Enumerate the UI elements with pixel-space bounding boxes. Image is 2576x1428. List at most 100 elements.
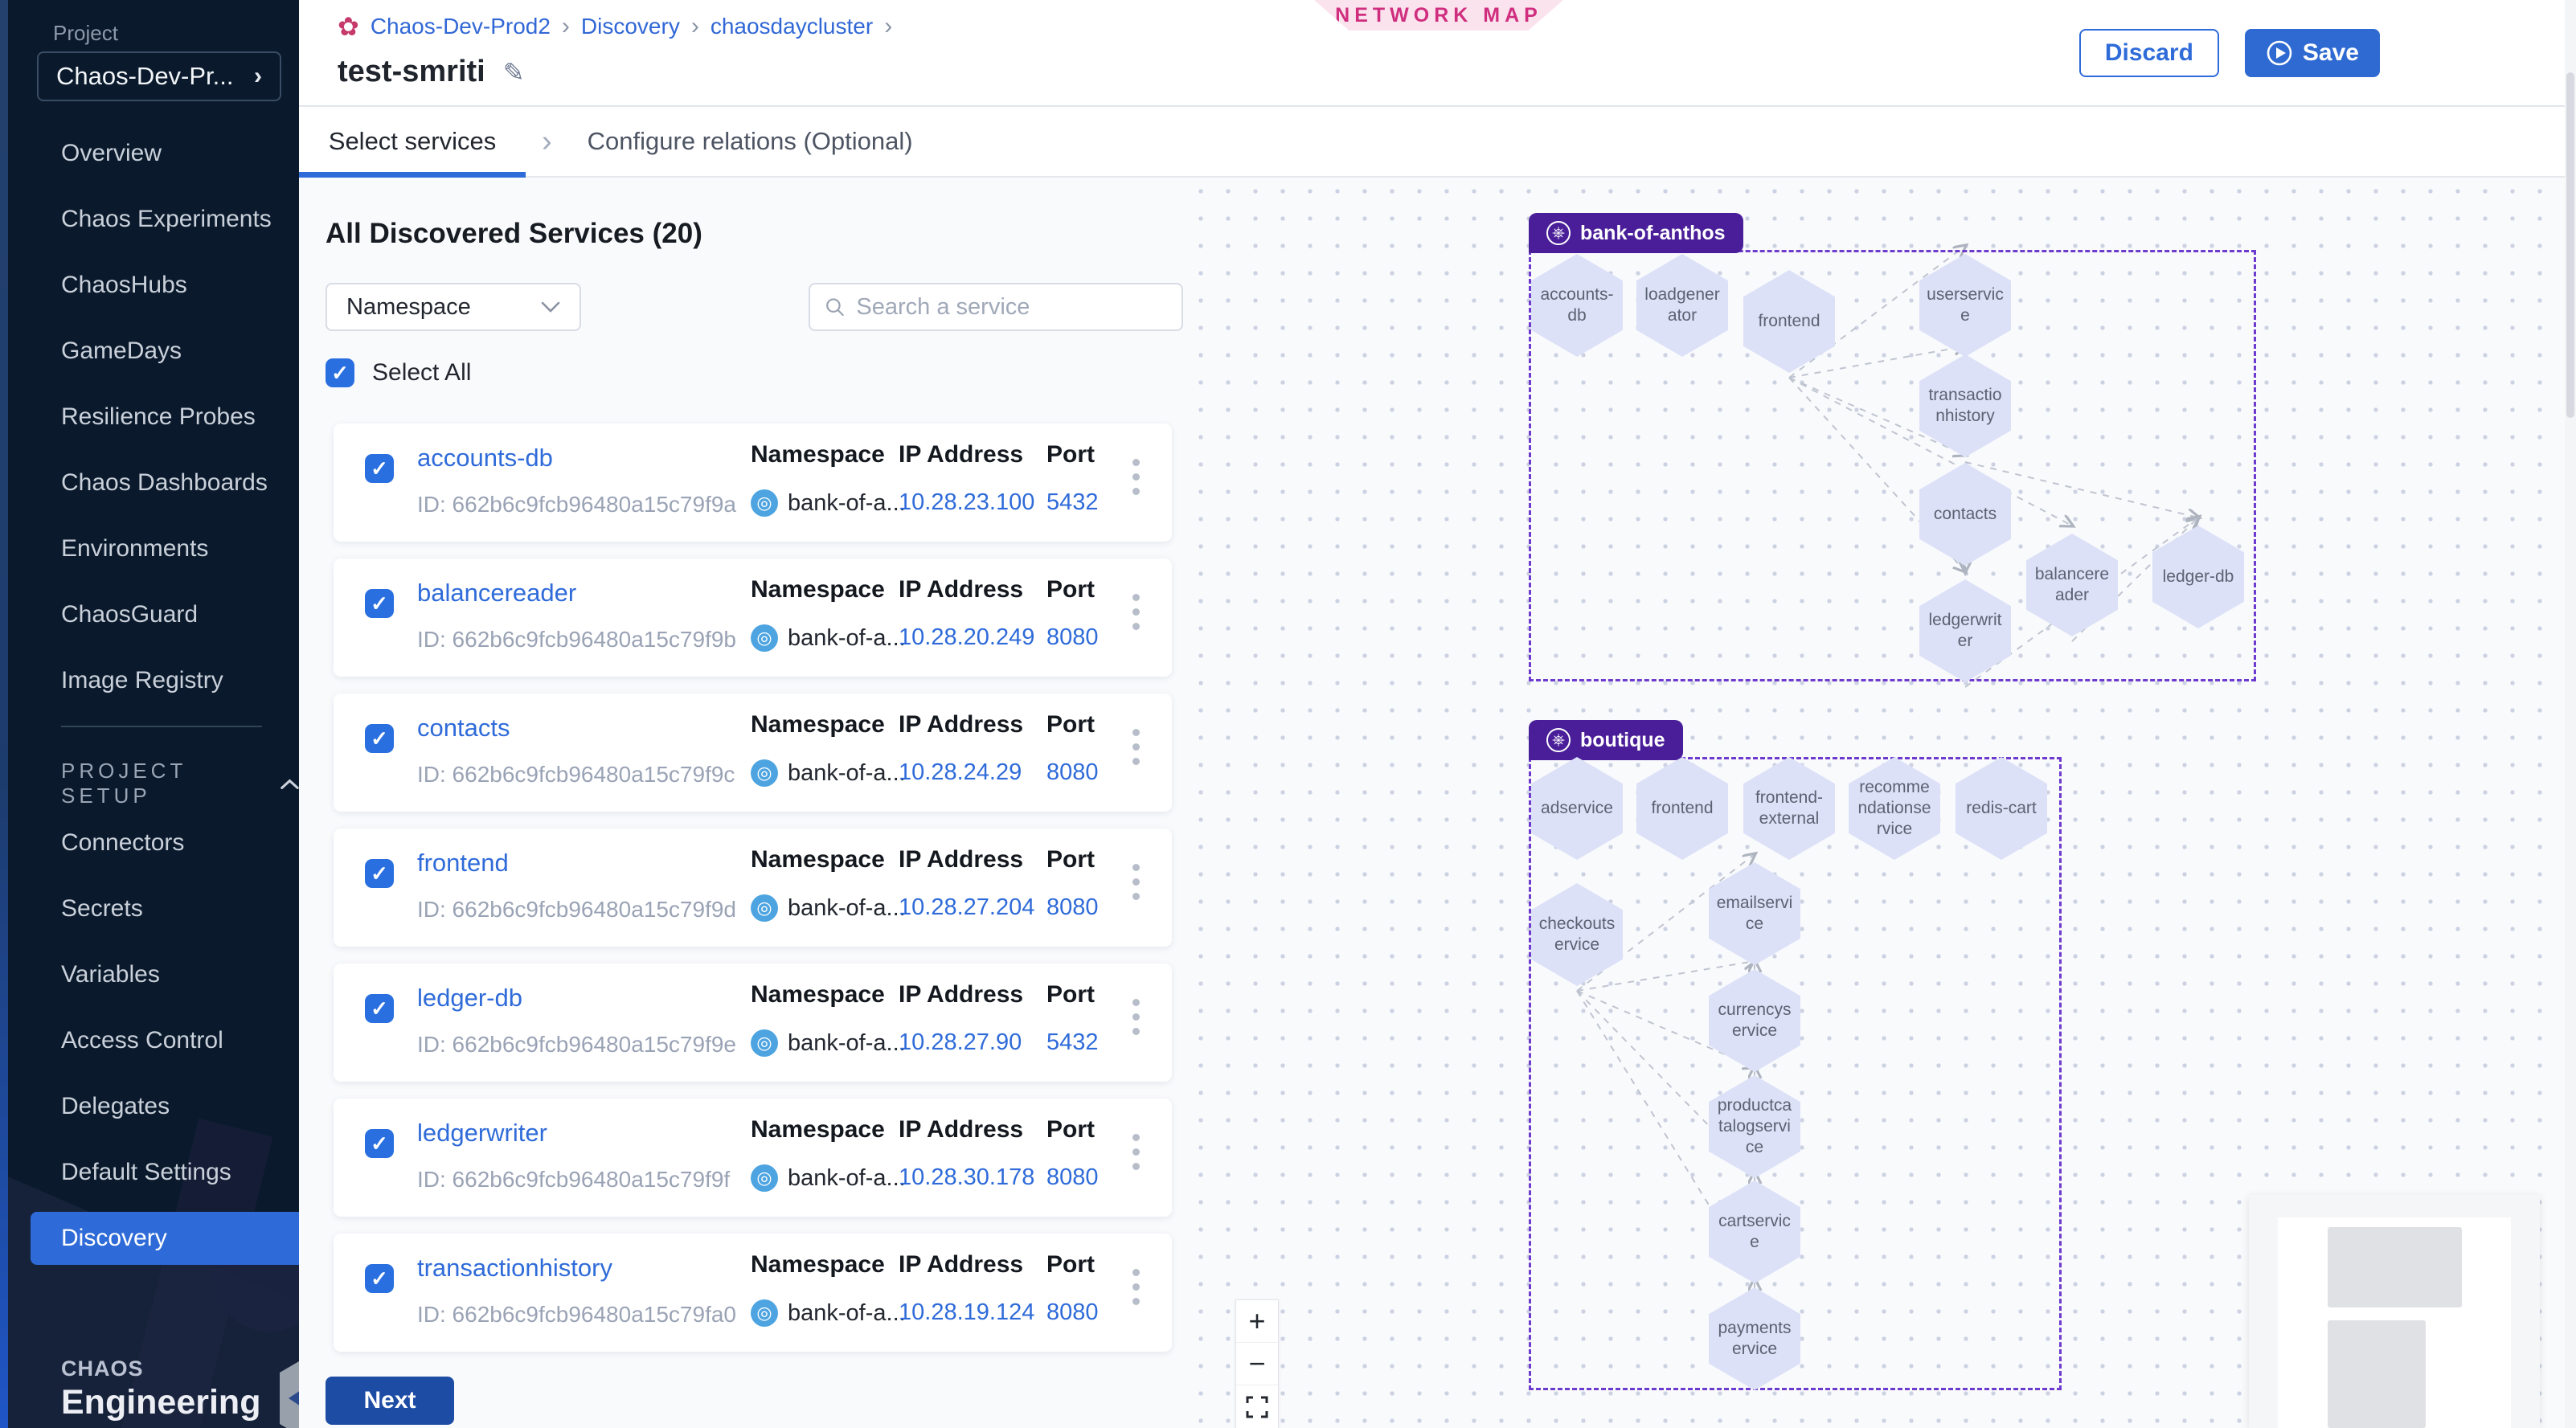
service-checkbox[interactable]: ✓ — [365, 994, 394, 1023]
sidebar-item-image-registry[interactable]: Image Registry — [8, 648, 299, 714]
search-icon — [826, 298, 844, 317]
service-name-link[interactable]: transactionhistory — [417, 1254, 612, 1282]
breadcrumb-link[interactable]: chaosdaycluster — [710, 14, 874, 39]
service-node-label: ledgerwriter — [1928, 610, 2002, 650]
port-value[interactable]: 8080 — [1046, 1164, 1099, 1190]
port-column-header: Port — [1046, 576, 1095, 603]
kebab-menu-icon[interactable] — [1128, 859, 1145, 905]
port-value[interactable]: 8080 — [1046, 1299, 1099, 1325]
service-name-link[interactable]: ledgerwriter — [417, 1119, 547, 1147]
sidebar-item-discovery[interactable]: Discovery — [31, 1212, 299, 1265]
port-value[interactable]: 8080 — [1046, 894, 1099, 920]
ip-address-value[interactable]: 10.28.19.124 — [899, 1299, 1035, 1325]
service-checkbox[interactable]: ✓ — [365, 724, 394, 753]
zoom-in-button[interactable]: + — [1236, 1300, 1278, 1343]
namespace-column-header: Namespace — [751, 981, 885, 1008]
service-node-label: currencyservice — [1718, 1000, 1792, 1040]
scrollbar-handle[interactable] — [2566, 72, 2574, 418]
sidebar-item-environments[interactable]: Environments — [8, 516, 299, 582]
service-id: ID: 662b6c9fcb96480a15c79f9a — [417, 492, 736, 517]
minimap[interactable] — [2249, 1195, 2540, 1428]
breadcrumb-link[interactable]: Discovery — [580, 14, 680, 39]
service-checkbox[interactable]: ✓ — [365, 589, 394, 618]
kebab-menu-icon[interactable] — [1128, 994, 1145, 1040]
service-name-link[interactable]: contacts — [417, 714, 510, 742]
sidebar-item-label: ChaosHubs — [61, 272, 187, 298]
ip-address-value[interactable]: 10.28.24.29 — [899, 759, 1022, 785]
kebab-menu-icon[interactable] — [1128, 1129, 1145, 1175]
checkmark-icon: ✓ — [371, 456, 388, 481]
service-checkbox[interactable]: ✓ — [365, 1129, 394, 1158]
sidebar-item-gamedays[interactable]: GameDays — [8, 318, 299, 384]
kebab-menu-icon[interactable] — [1128, 1264, 1145, 1310]
kebab-menu-icon[interactable] — [1128, 589, 1145, 635]
search-input[interactable] — [856, 293, 1167, 321]
page-scrollbar[interactable] — [2565, 0, 2576, 1428]
ip-column-header: IP Address — [899, 981, 1024, 1008]
namespace-column-header: Namespace — [751, 846, 885, 873]
sidebar-item-chaos-dashboards[interactable]: Chaos Dashboards — [8, 450, 299, 516]
ip-address-value[interactable]: 10.28.30.178 — [899, 1164, 1035, 1190]
service-card: ✓ ledgerwriter ID: 662b6c9fcb96480a15c79… — [334, 1099, 1172, 1217]
service-checkbox[interactable]: ✓ — [365, 859, 394, 888]
select-all-checkbox[interactable]: ✓ — [326, 358, 354, 387]
service-checkbox[interactable]: ✓ — [365, 1264, 394, 1293]
sidebar-item-overview[interactable]: Overview — [8, 121, 299, 186]
cluster-badge[interactable]: ⎈ boutique — [1529, 720, 1683, 760]
service-name-link[interactable]: balancereader — [417, 579, 577, 607]
sidebar-setup-nav: Connectors Secrets Variables Access Cont… — [8, 810, 299, 1271]
save-button[interactable]: Save — [2244, 29, 2380, 77]
sidebar-item-chaos-experiments[interactable]: Chaos Experiments — [8, 186, 299, 252]
breadcrumb-link[interactable]: Chaos-Dev-Prod2 — [370, 14, 551, 39]
namespace-value: ◎ bank-of-a... — [751, 759, 906, 787]
tab-configure-relations[interactable]: Configure relations (Optional) — [579, 107, 921, 176]
namespace-column-header: Namespace — [751, 711, 885, 738]
fit-view-button[interactable] — [1236, 1385, 1278, 1428]
port-value[interactable]: 5432 — [1046, 489, 1099, 515]
kebab-menu-icon[interactable] — [1128, 724, 1145, 770]
service-node-label: ledger-db — [2162, 567, 2234, 586]
ip-address-value[interactable]: 10.28.23.100 — [899, 489, 1035, 515]
brand-module-label: CHAOS — [61, 1356, 144, 1381]
edit-pencil-icon[interactable]: ✎ — [502, 57, 525, 87]
sidebar-item-chaoshubs[interactable]: ChaosHubs — [8, 252, 299, 318]
sidebar-item-default-settings[interactable]: Default Settings — [8, 1140, 299, 1205]
namespace-filter-dropdown[interactable]: Namespace — [326, 283, 581, 331]
ip-address-value[interactable]: 10.28.20.249 — [899, 624, 1035, 650]
project-setup-label: PROJECT SETUP — [61, 759, 186, 808]
discard-button[interactable]: Discard — [2078, 29, 2219, 77]
ip-address-value[interactable]: 10.28.27.90 — [899, 1029, 1022, 1055]
port-value[interactable]: 8080 — [1046, 624, 1099, 650]
service-name-link[interactable]: ledger-db — [417, 984, 522, 1012]
kubernetes-icon: ⎈ — [1546, 728, 1571, 752]
project-setup-header[interactable]: PROJECT SETUP — [61, 759, 299, 808]
port-value[interactable]: 5432 — [1046, 1029, 1099, 1055]
sidebar-item-access-control[interactable]: Access Control — [8, 1008, 299, 1074]
next-button[interactable]: Next — [326, 1377, 454, 1425]
tab-select-services[interactable]: Select services — [299, 107, 526, 178]
cluster-badge[interactable]: ⎈ bank-of-anthos — [1529, 213, 1743, 253]
sidebar-item-secrets[interactable]: Secrets — [8, 876, 299, 942]
project-label: Project — [53, 21, 118, 45]
map-zoom-controls: + − — [1235, 1299, 1279, 1428]
namespace-icon: ◎ — [751, 489, 778, 517]
sidebar-item-chaosguard[interactable]: ChaosGuard — [8, 582, 299, 648]
sidebar-item-delegates[interactable]: Delegates — [8, 1074, 299, 1140]
project-selector-value: Chaos-Dev-Pr... — [56, 62, 234, 90]
sidebar-item-connectors[interactable]: Connectors — [8, 810, 299, 876]
sidebar-item-label: ChaosGuard — [61, 601, 199, 628]
service-checkbox[interactable]: ✓ — [365, 454, 394, 483]
service-name-link[interactable]: frontend — [417, 849, 509, 877]
kebab-menu-icon[interactable] — [1128, 454, 1145, 500]
sidebar-item-resilience-probes[interactable]: Resilience Probes — [8, 384, 299, 450]
project-selector[interactable]: Chaos-Dev-Pr... › — [37, 51, 281, 101]
sidebar-item-variables[interactable]: Variables — [8, 942, 299, 1008]
sidebar-item-label: Chaos Dashboards — [61, 469, 268, 496]
ip-address-value[interactable]: 10.28.27.204 — [899, 894, 1035, 920]
service-node-label: adservice — [1541, 798, 1613, 817]
port-value[interactable]: 8080 — [1046, 759, 1099, 785]
minimap-cluster-rect — [2328, 1227, 2462, 1307]
zoom-out-button[interactable]: − — [1236, 1343, 1278, 1385]
chaos-logo-icon: ✿ — [338, 12, 359, 41]
service-name-link[interactable]: accounts-db — [417, 444, 553, 472]
